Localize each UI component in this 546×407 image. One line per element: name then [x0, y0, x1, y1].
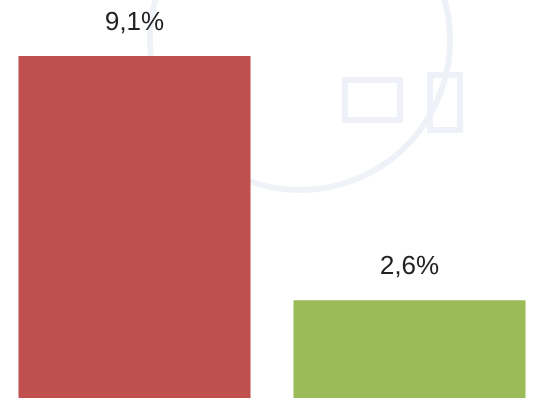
data-label: 9,1%	[105, 6, 164, 36]
bar	[18, 56, 251, 398]
watermark	[147, 0, 463, 193]
bar	[293, 300, 526, 398]
data-label: 2,6%	[380, 250, 439, 280]
